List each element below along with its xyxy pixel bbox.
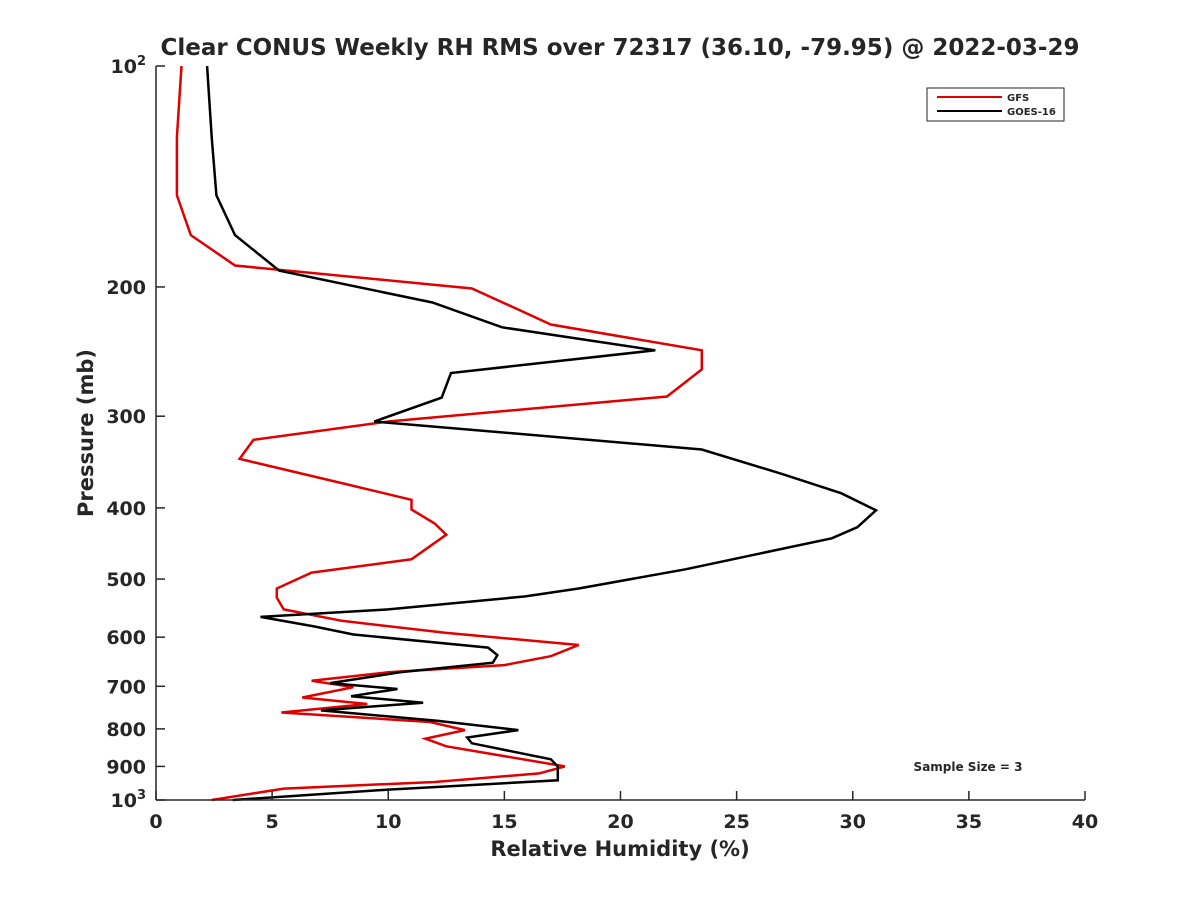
y-tick-label: 800 bbox=[106, 719, 146, 741]
series-line-gfs bbox=[175, 65, 704, 802]
x-tick-label: 35 bbox=[956, 811, 982, 833]
y-tick-label: 600 bbox=[106, 627, 146, 649]
x-tick-label: 15 bbox=[491, 811, 517, 833]
legend-label-goes-16: GOES-16 bbox=[1007, 107, 1056, 118]
axes-layer: 0 5 10 15 20 25 30 35 40 102 200 300 400 500 600 700 800… bbox=[106, 54, 1098, 833]
x-tick-label: 5 bbox=[266, 811, 279, 833]
x-tick-label: 20 bbox=[607, 811, 633, 833]
y-tick-label: 200 bbox=[106, 277, 146, 299]
x-axis-label: Relative Humidity (%) bbox=[490, 837, 749, 861]
y-tick-label: 900 bbox=[106, 756, 146, 778]
legend: GFS GOES-16 bbox=[926, 87, 1065, 122]
legend-box bbox=[926, 87, 1065, 122]
x-tick-label: 10 bbox=[375, 811, 401, 833]
series-layer bbox=[175, 65, 879, 802]
y-tick-label: 300 bbox=[106, 406, 146, 428]
sample-size-annotation: Sample Size = 3 bbox=[914, 760, 1023, 774]
y-tick-label: 400 bbox=[106, 498, 146, 520]
y-tick-label: 103 bbox=[111, 788, 147, 812]
y-tick-label: 102 bbox=[111, 54, 147, 78]
x-tick-label: 40 bbox=[1072, 811, 1098, 833]
y-tick-label: 500 bbox=[106, 569, 146, 591]
y-axis-label: Pressure (mb) bbox=[74, 349, 98, 517]
x-tick-label: 30 bbox=[840, 811, 866, 833]
legend-label-gfs: GFS bbox=[1007, 93, 1029, 104]
y-tick-label: 700 bbox=[106, 676, 146, 698]
x-tick-label: 0 bbox=[149, 811, 162, 833]
x-tick-label: 25 bbox=[723, 811, 749, 833]
series-line-goes-16 bbox=[205, 65, 879, 802]
chart-title: Clear CONUS Weekly RH RMS over 72317 (36… bbox=[161, 35, 1080, 61]
